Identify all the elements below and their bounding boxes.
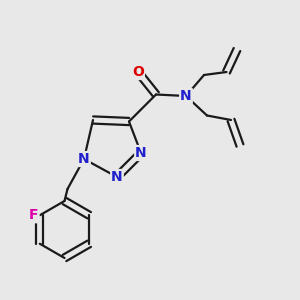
Text: F: F — [29, 208, 39, 222]
Text: N: N — [111, 170, 123, 184]
Text: N: N — [180, 89, 192, 103]
Text: O: O — [132, 65, 144, 79]
Text: N: N — [135, 146, 147, 160]
Text: N: N — [78, 152, 90, 166]
